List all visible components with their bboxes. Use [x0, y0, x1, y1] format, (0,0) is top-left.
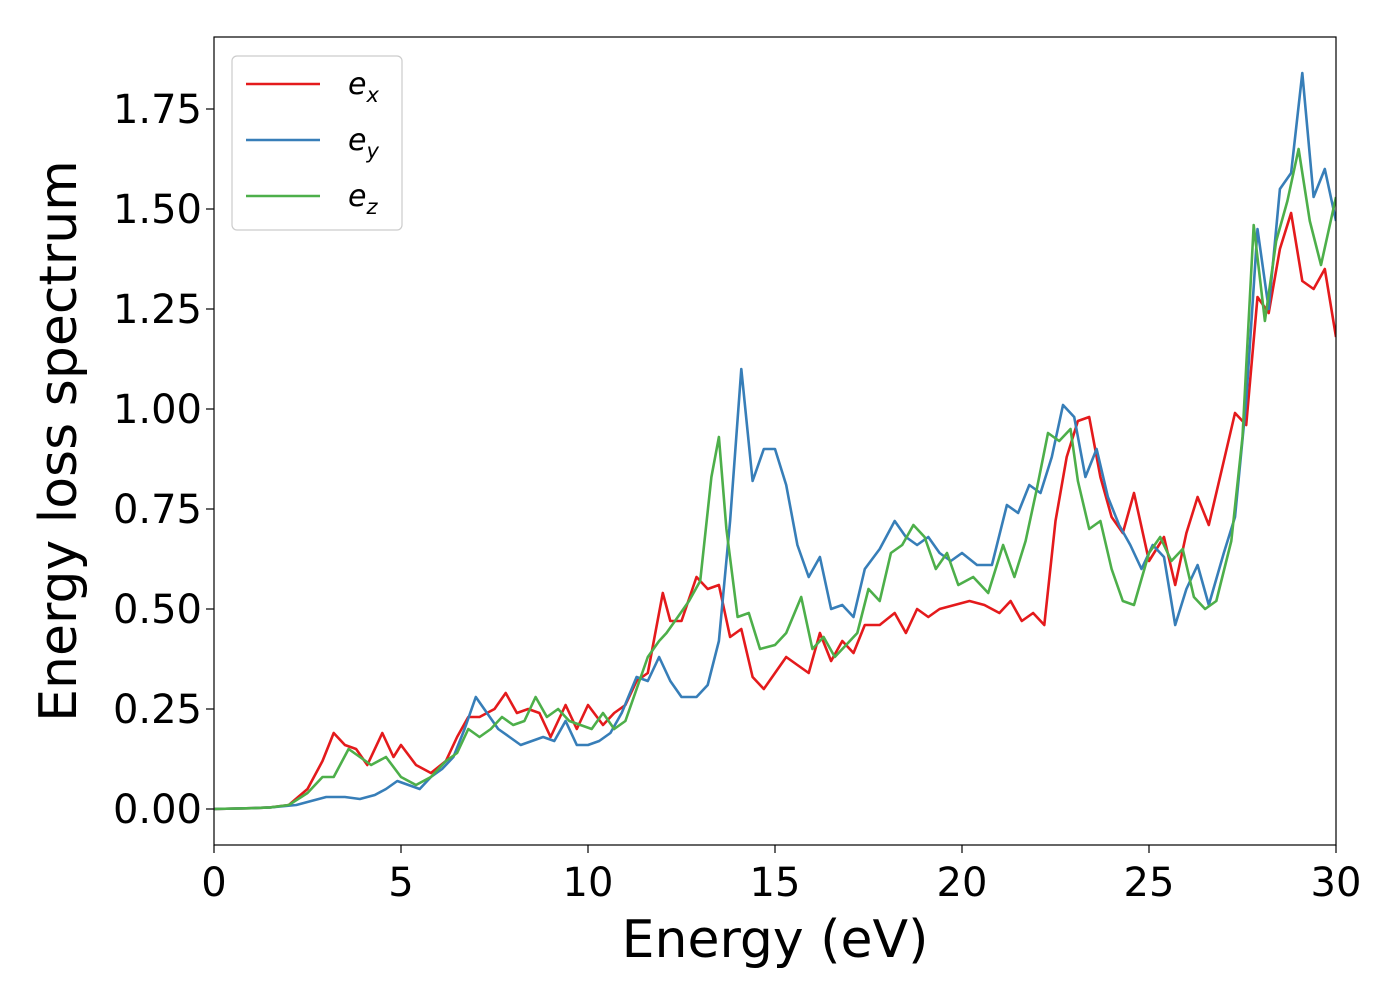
x-tick-label: 10: [563, 860, 614, 906]
y-tick-label: 1.25: [113, 287, 202, 333]
y-tick-label: 0.00: [113, 787, 202, 833]
x-tick-label: 15: [750, 860, 801, 906]
x-axis: 0 5 10 15 20 25 30: [201, 845, 1361, 906]
series-line-e-y: [214, 71, 1336, 811]
legend-box: [231, 55, 403, 231]
y-tick-label: 0.75: [113, 487, 202, 533]
series-line-e-z: [214, 147, 1336, 811]
x-tick-label: 25: [1124, 860, 1175, 906]
y-tick-label: 0.50: [113, 587, 202, 633]
series-layer: [214, 71, 1336, 811]
legend-label: ez: [348, 179, 378, 219]
legend-label: ey: [348, 123, 379, 163]
legend-label-base: e: [348, 179, 366, 214]
x-tick-label: 20: [937, 860, 988, 906]
y-tick-label: 0.25: [113, 687, 202, 733]
legend-label-subscript: y: [365, 139, 379, 163]
y-tick-label: 1.50: [113, 187, 202, 233]
y-tick-label: 1.00: [113, 387, 202, 433]
x-tick-label: 30: [1311, 860, 1362, 906]
x-tick-label: 5: [388, 860, 413, 906]
y-tick-label: 1.75: [113, 87, 202, 133]
y-axis: 0.00 0.25 0.50 0.75 1.00 1.25 1.50 1.75: [113, 87, 214, 833]
legend-label-base: e: [348, 123, 366, 158]
y-axis-title: Energy loss spectrum: [29, 160, 89, 722]
legend-label-base: e: [348, 67, 366, 102]
legend-label: ex: [348, 67, 379, 107]
legend-label-subscript: z: [365, 195, 378, 219]
x-tick-label: 0: [201, 860, 226, 906]
x-axis-title: Energy (eV): [622, 910, 929, 970]
legend-label-subscript: x: [365, 83, 379, 107]
